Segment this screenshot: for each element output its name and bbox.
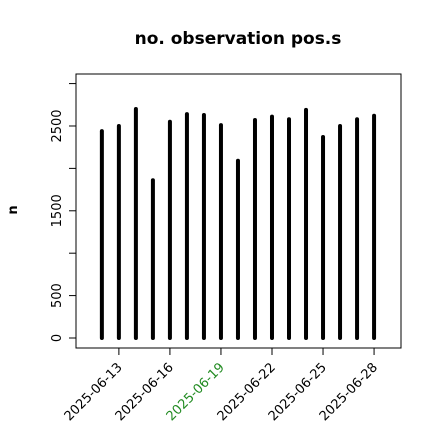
y-tick-label: 1500 [50, 194, 65, 227]
y-tick-label: 0 [50, 334, 65, 342]
chart-title: no. observation pos.s [135, 29, 342, 49]
y-tick-label: 500 [50, 283, 65, 308]
y-axis-label: n [6, 205, 21, 214]
y-tick-label: 2500 [50, 109, 65, 142]
